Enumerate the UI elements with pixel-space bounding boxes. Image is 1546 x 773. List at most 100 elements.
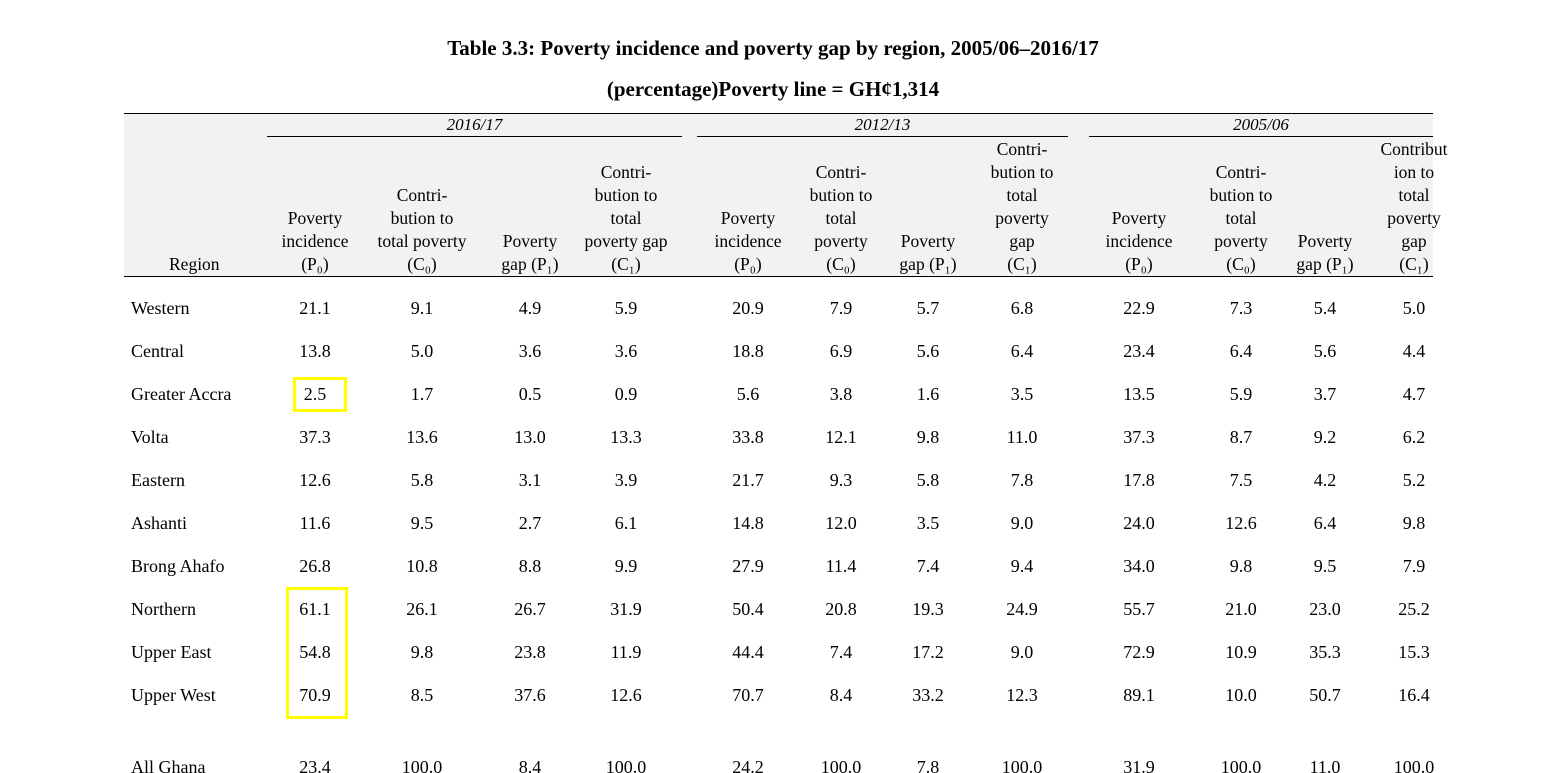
table-cell: 0.9 (614, 384, 638, 404)
column-header: Poverty gap (P₁) (899, 231, 957, 274)
table-cell: 9.2 (1313, 427, 1337, 447)
table-cell: 4.9 (518, 298, 542, 318)
column-header: Poverty gap (P₁) (501, 231, 559, 274)
table-cell: 12.6 (610, 685, 642, 705)
table-cell: 23.4 (1123, 341, 1155, 361)
table-cell: 54.8 (299, 642, 331, 662)
table-cell: 5.4 (1313, 298, 1337, 318)
table-cell: 55.7 (1123, 599, 1155, 619)
table-cell: 6.1 (614, 513, 638, 533)
table-cell: 50.4 (732, 599, 764, 619)
table-cell: 44.4 (732, 642, 764, 662)
row-label-region: Central (131, 341, 184, 361)
table-cell: 2.5 (303, 384, 327, 404)
table-cell: 22.9 (1123, 298, 1155, 318)
column-header: Contri- bution to total poverty (C₀) (1209, 162, 1273, 274)
table-cell: 100.0 (401, 757, 443, 773)
table-cell: 5.7 (916, 298, 940, 318)
table-cell: 37.3 (1123, 427, 1155, 447)
table-cell: 5.9 (614, 298, 638, 318)
table-cell: 0.5 (518, 384, 542, 404)
table-cell: 6.4 (1010, 341, 1034, 361)
table-cell: 23.0 (1309, 599, 1341, 619)
table-cell: 7.8 (916, 757, 940, 773)
table-cell: 23.8 (514, 642, 546, 662)
table-cell: 8.8 (518, 556, 542, 576)
row-label-region: Eastern (131, 470, 185, 490)
table-cell: 27.9 (732, 556, 764, 576)
table-cell: 61.1 (299, 599, 331, 619)
table-cell: 9.1 (410, 298, 434, 318)
table-cell: 9.4 (1010, 556, 1034, 576)
table-cell: 9.5 (1313, 556, 1337, 576)
table-cell: 12.0 (825, 513, 857, 533)
row-label-region: Ashanti (131, 513, 187, 533)
table-cell: 13.8 (299, 341, 331, 361)
table-cell: 3.6 (614, 341, 638, 361)
table-cell: 7.4 (916, 556, 940, 576)
table-cell: 100.0 (1393, 757, 1435, 773)
table-cell: 3.9 (614, 470, 638, 490)
table-cell: 26.8 (299, 556, 331, 576)
period-header-2016-17: 2016/17 (267, 114, 682, 137)
column-header: Poverty incidence (P₀) (281, 208, 349, 274)
table-cell: 24.0 (1123, 513, 1155, 533)
table-cell: 7.4 (829, 642, 853, 662)
table-cell: 5.6 (736, 384, 760, 404)
table-cell: 10.0 (1225, 685, 1257, 705)
table-cell: 5.0 (410, 341, 434, 361)
period-header-2012-13: 2012/13 (697, 114, 1068, 137)
table-cell: 21.7 (732, 470, 764, 490)
table-cell: 5.0 (1402, 298, 1426, 318)
table-cell: 9.5 (410, 513, 434, 533)
table-cell: 33.2 (912, 685, 944, 705)
table-cell: 5.8 (410, 470, 434, 490)
column-header: Contribut ion to total poverty gap (C₁) (1380, 139, 1448, 274)
row-label-region: Upper East (131, 642, 212, 662)
table-cell: 33.8 (732, 427, 764, 447)
table-cell: 5.8 (916, 470, 940, 490)
table-cell: 100.0 (1220, 757, 1262, 773)
table-cell: 10.8 (406, 556, 438, 576)
table-cell: 100.0 (605, 757, 647, 773)
table-cell: 37.3 (299, 427, 331, 447)
table-cell: 10.9 (1225, 642, 1257, 662)
table-cell: 20.8 (825, 599, 857, 619)
table-cell: 25.2 (1398, 599, 1430, 619)
table-cell: 3.6 (518, 341, 542, 361)
table-cell: 24.9 (1006, 599, 1038, 619)
table-cell: 3.5 (916, 513, 940, 533)
table-cell: 31.9 (1123, 757, 1155, 773)
column-header: Poverty incidence (P₀) (714, 208, 782, 274)
table-cell: 9.0 (1010, 513, 1034, 533)
table-cell: 11.9 (610, 642, 642, 662)
table-header-band (124, 113, 1433, 277)
table-cell: 7.5 (1229, 470, 1253, 490)
table-cell: 72.9 (1123, 642, 1155, 662)
column-header: Contri- bution to total poverty (C₀) (809, 162, 873, 274)
table-cell: 21.0 (1225, 599, 1257, 619)
table-cell: 12.1 (825, 427, 857, 447)
table-cell: 9.8 (916, 427, 940, 447)
table-cell: 21.1 (299, 298, 331, 318)
table-cell: 6.4 (1229, 341, 1253, 361)
column-header: Poverty incidence (P₀) (1105, 208, 1173, 274)
row-label-region: Northern (131, 599, 196, 619)
table-cell: 9.3 (829, 470, 853, 490)
table-cell: 12.6 (1225, 513, 1257, 533)
table-cell: 3.7 (1313, 384, 1337, 404)
table-cell: 2.7 (518, 513, 542, 533)
table-cell: 9.8 (1229, 556, 1253, 576)
column-header: Contri- bution to total poverty (C₀) (377, 185, 467, 274)
row-label-region: All Ghana (131, 757, 206, 773)
table-cell: 5.2 (1402, 470, 1426, 490)
row-label-region: Greater Accra (131, 384, 232, 404)
column-header: Contri- bution to total poverty gap (C₁) (990, 139, 1054, 274)
table-cell: 8.5 (410, 685, 434, 705)
table-cell: 24.2 (732, 757, 764, 773)
row-label-region: Western (131, 298, 190, 318)
table-cell: 3.5 (1010, 384, 1034, 404)
table-cell: 70.9 (299, 685, 331, 705)
table-cell: 7.9 (1402, 556, 1426, 576)
table-cell: 5.9 (1229, 384, 1253, 404)
